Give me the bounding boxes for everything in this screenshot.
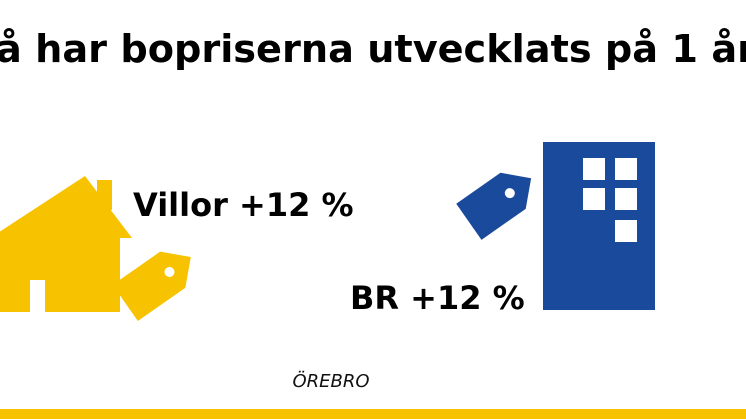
villor-label: Villor +12 % [133, 186, 354, 224]
location: ÖREBRO [292, 370, 369, 392]
title: å har bopriserna utvecklats på 1 år [0, 27, 746, 71]
price-tag-blue [456, 172, 532, 240]
house-icon [0, 176, 132, 312]
footer-bar [0, 409, 746, 419]
price-tag-yellow [112, 251, 191, 321]
building-icon [543, 142, 655, 310]
br-label: BR +12 % [350, 279, 525, 317]
